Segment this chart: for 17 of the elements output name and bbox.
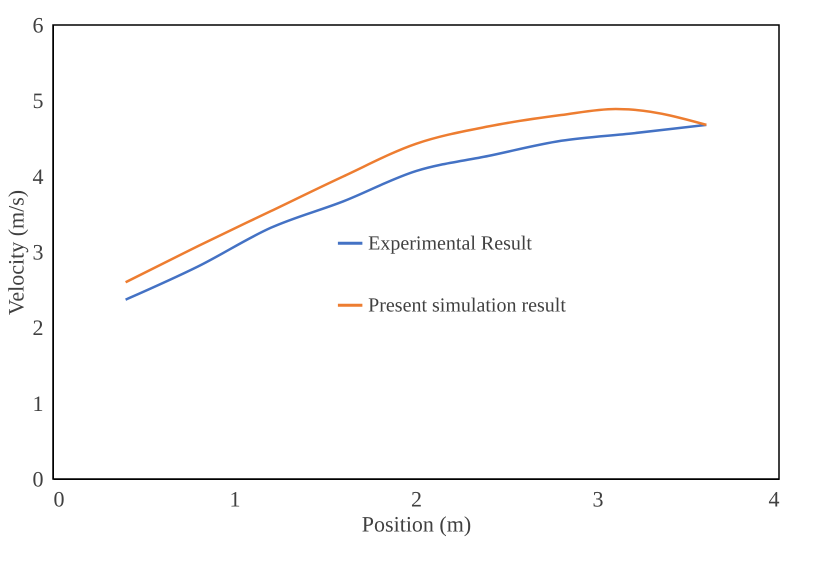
x-tick-label: 4 bbox=[768, 486, 780, 512]
y-tick-label: 3 bbox=[32, 240, 44, 264]
legend-label: Present simulation result bbox=[368, 294, 566, 316]
x-tick-label: 2 bbox=[411, 486, 422, 512]
x-tick-label: 1 bbox=[230, 486, 240, 512]
y-tick-label: 4 bbox=[32, 164, 44, 189]
x-tick-label: 0 bbox=[54, 486, 64, 512]
y-tick-label: 0 bbox=[32, 466, 44, 492]
y-axis-title: Velocity (m/s) bbox=[4, 190, 28, 316]
x-axis-title: Position (m) bbox=[362, 512, 472, 536]
y-tick-label: 5 bbox=[32, 88, 44, 114]
y-tick-label: 6 bbox=[32, 12, 44, 38]
x-tick-label: 3 bbox=[592, 486, 604, 512]
y-tick-label: 1 bbox=[32, 390, 44, 416]
legend-label: Experimental Result bbox=[368, 232, 532, 254]
line-series bbox=[124, 108, 708, 284]
y-tick-label: 2 bbox=[32, 315, 44, 340]
